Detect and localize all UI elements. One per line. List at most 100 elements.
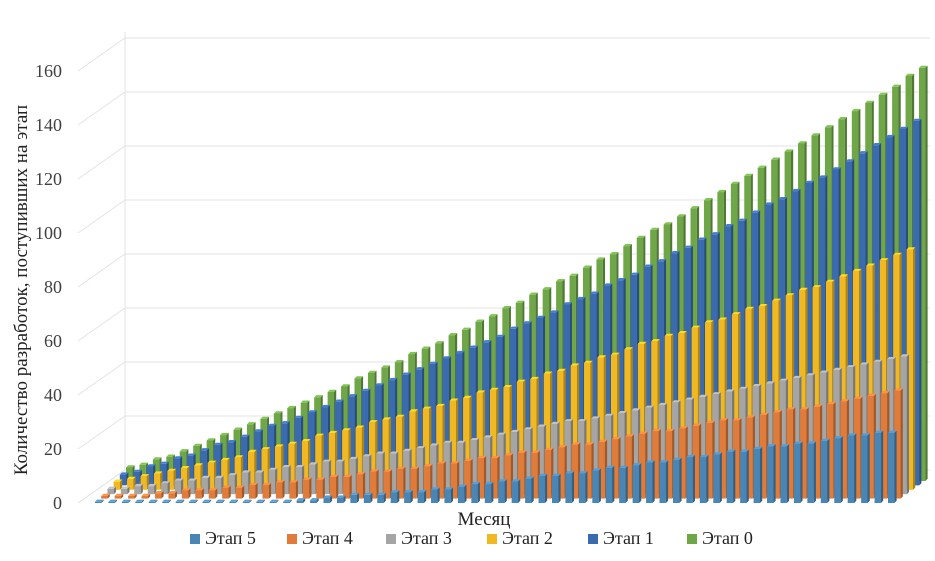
bar-top [658, 402, 668, 406]
y-tick-label: 20 [44, 439, 62, 459]
legend-label: Этап 1 [603, 528, 654, 548]
bar [395, 416, 403, 490]
legend-label: Этап 0 [702, 528, 753, 548]
bar [121, 501, 129, 503]
bar [301, 441, 309, 490]
bar-top [283, 499, 292, 502]
bar [348, 396, 355, 486]
bar [753, 449, 760, 503]
bar-top [886, 357, 896, 360]
bar-top [215, 499, 225, 502]
bar-top [657, 259, 667, 262]
bar [893, 254, 900, 490]
bar-top [771, 157, 780, 160]
floor-edge [77, 469, 126, 504]
bar-side [167, 481, 170, 495]
legend-swatch [687, 534, 697, 544]
bar [859, 153, 866, 486]
bar-side [120, 479, 123, 490]
bar [194, 465, 201, 490]
bar-side [154, 483, 157, 495]
bar [128, 495, 135, 499]
bar-side [242, 485, 245, 499]
bar-top [719, 418, 729, 421]
bar [752, 386, 759, 495]
bar-top [679, 426, 688, 429]
bar [113, 481, 120, 490]
bar [773, 412, 780, 499]
bar-top [582, 265, 592, 268]
bar [490, 458, 498, 499]
bar-side [383, 492, 386, 503]
bar [349, 459, 356, 495]
bar-top [571, 442, 581, 445]
bar-top [880, 391, 890, 394]
bar-top [878, 92, 888, 95]
bar-side [423, 490, 427, 503]
bar [482, 342, 490, 486]
bar-top [307, 410, 317, 413]
bar-top [323, 495, 333, 498]
bar-top [193, 443, 202, 446]
bar-top [273, 411, 283, 414]
bar-top [101, 493, 110, 496]
bar [315, 435, 322, 490]
legend-swatch [386, 534, 396, 544]
bar-top [538, 473, 548, 476]
bar [759, 414, 767, 499]
bar-top [732, 418, 742, 421]
bar-top [834, 436, 843, 439]
bar [188, 480, 195, 495]
bar [141, 495, 148, 499]
bar-top [356, 472, 366, 475]
bar-top [511, 479, 521, 482]
bar-top [663, 222, 673, 225]
bar [679, 428, 686, 499]
bar-top [523, 321, 532, 324]
bar-side [276, 499, 279, 503]
bar-top [591, 416, 600, 419]
bar-top [181, 488, 191, 491]
bar [840, 401, 847, 499]
bar-top [301, 439, 311, 442]
bar [852, 271, 860, 490]
bar [846, 367, 854, 495]
bar-top [497, 432, 506, 435]
bar [168, 493, 175, 499]
bar-top [744, 173, 753, 176]
bar [550, 424, 558, 495]
bar [778, 199, 785, 486]
bar-top [619, 465, 628, 468]
bar [625, 436, 632, 499]
bar-top [563, 302, 572, 305]
bar [861, 435, 868, 503]
bar-top [778, 197, 787, 200]
bar [779, 380, 786, 495]
bar-side [813, 441, 816, 503]
bar [309, 464, 316, 495]
bar-top [765, 381, 775, 384]
bar-side [491, 481, 494, 503]
bar-top [665, 428, 675, 432]
bar-top [233, 427, 243, 430]
bar [604, 415, 612, 495]
bar [275, 482, 283, 499]
bar [248, 452, 255, 490]
bar-top [610, 352, 620, 355]
bar-side [141, 499, 144, 503]
bar [605, 467, 613, 503]
bar [180, 468, 188, 490]
bar-top [240, 434, 250, 437]
bar-top [632, 463, 642, 466]
bar [134, 486, 141, 495]
bar-top [798, 141, 807, 144]
bar [455, 353, 463, 486]
bar-top [652, 428, 661, 432]
bar-top [730, 181, 740, 184]
bar [289, 482, 296, 499]
bar-top [784, 149, 794, 152]
legend-swatch [487, 534, 497, 544]
bar [107, 488, 114, 495]
bar [396, 468, 404, 499]
